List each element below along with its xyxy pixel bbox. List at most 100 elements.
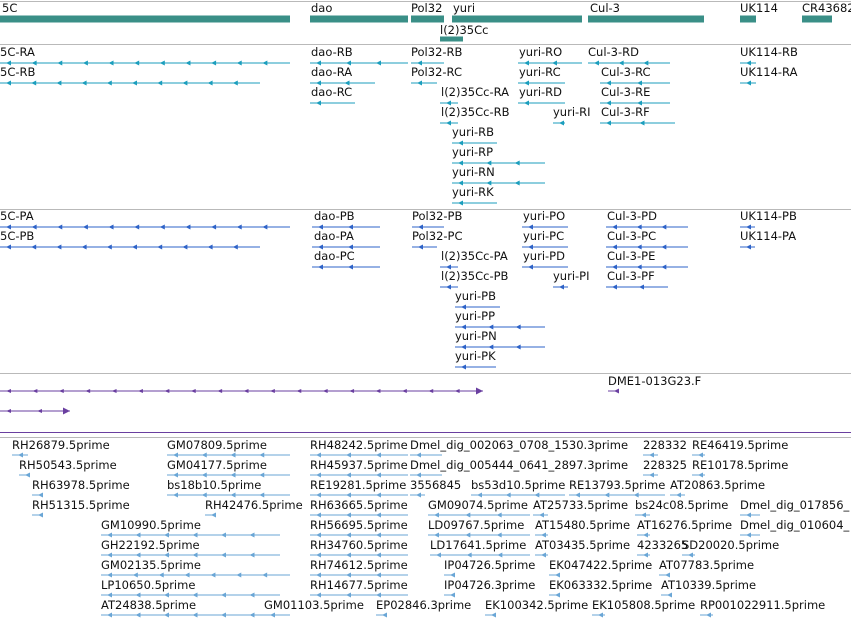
- est-feature[interactable]: RH74612.5prime: [310, 558, 408, 578]
- clone-feature[interactable]: [0, 407, 70, 415]
- est-feature[interactable]: RE13793.5prime: [569, 478, 665, 498]
- est-feature[interactable]: SD20020.5prime: [682, 538, 779, 558]
- est-feature[interactable]: 3556845: [410, 478, 461, 498]
- est-feature[interactable]: IP04726.5prime: [444, 558, 535, 578]
- mrna-feature[interactable]: yuri-RI: [553, 105, 591, 126]
- est-feature[interactable]: RH50543.5prime: [19, 458, 117, 478]
- mrna-feature[interactable]: 5C-RB: [0, 65, 260, 86]
- gene-glyph[interactable]: [310, 15, 408, 23]
- gene-glyph[interactable]: [440, 36, 463, 42]
- protein-feature[interactable]: Pol32-PC: [412, 229, 463, 250]
- mrna-feature[interactable]: dao-RC: [310, 85, 355, 106]
- mrna-feature[interactable]: yuri-RP: [452, 145, 545, 166]
- est-feature[interactable]: RH26879.5prime: [12, 438, 110, 458]
- est-feature[interactable]: bs53d10.5prime: [471, 478, 565, 498]
- gene-glyph[interactable]: [0, 15, 290, 23]
- protein-feature[interactable]: l(2)35Cc-PA: [440, 249, 508, 270]
- est-feature[interactable]: RH14677.5prime: [310, 578, 408, 598]
- gene-feature[interactable]: Pol32: [411, 1, 444, 23]
- protein-feature[interactable]: yuri-PN: [455, 329, 545, 350]
- gene-glyph[interactable]: [411, 15, 444, 23]
- est-feature[interactable]: Dmel_dig_010604_: [740, 518, 850, 538]
- mrna-feature[interactable]: Pol32-RB: [411, 45, 463, 66]
- est-feature[interactable]: GM10990.5prime: [101, 518, 280, 538]
- est-feature[interactable]: EK063332.5prime: [549, 578, 652, 598]
- gene-glyph[interactable]: [588, 15, 704, 23]
- mrna-feature[interactable]: yuri-RC: [518, 65, 565, 86]
- protein-feature[interactable]: dao-PA: [312, 229, 380, 250]
- mrna-feature[interactable]: Cul-3-RC: [600, 65, 670, 86]
- mrna-feature[interactable]: yuri-RD: [518, 85, 565, 106]
- est-feature[interactable]: RE19281.5prime: [310, 478, 408, 498]
- est-feature[interactable]: EK047422.5prime: [549, 558, 652, 578]
- gene-feature[interactable]: yuri: [452, 1, 582, 23]
- protein-feature[interactable]: yuri-PD: [522, 249, 568, 270]
- gene-feature[interactable]: l(2)35Cc: [440, 23, 488, 42]
- est-feature[interactable]: LD17641.5prime: [430, 538, 530, 558]
- protein-feature[interactable]: Cul-3-PE: [606, 249, 688, 270]
- est-feature[interactable]: AT24838.5prime: [101, 598, 280, 618]
- est-feature[interactable]: Dmel_dig_017856_: [740, 498, 850, 518]
- protein-feature[interactable]: yuri-PB: [455, 289, 500, 310]
- protein-feature[interactable]: yuri-PP: [455, 309, 545, 330]
- est-feature[interactable]: 228332: [643, 438, 687, 458]
- est-feature[interactable]: AT07783.5prime: [659, 558, 754, 578]
- est-feature[interactable]: AT20863.5prime: [670, 478, 765, 498]
- est-feature[interactable]: GM09074.5prime: [428, 498, 530, 518]
- protein-feature[interactable]: l(2)35Cc-PB: [440, 269, 509, 290]
- protein-feature[interactable]: UK114-PB: [740, 209, 797, 230]
- est-feature[interactable]: bs24c08.5prime: [635, 498, 728, 518]
- gene-glyph[interactable]: [802, 15, 832, 23]
- est-feature[interactable]: RH34760.5prime: [310, 538, 408, 558]
- est-feature[interactable]: EP02846.3prime: [376, 598, 471, 618]
- protein-feature[interactable]: yuri-PK: [455, 349, 496, 370]
- est-feature[interactable]: 228325: [643, 458, 687, 478]
- clone-feature[interactable]: DME1-013G23.F: [608, 374, 701, 394]
- mrna-feature[interactable]: yuri-RN: [452, 165, 545, 186]
- gene-feature[interactable]: dao: [310, 1, 408, 23]
- est-feature[interactable]: RH42476.5prime: [205, 498, 303, 518]
- est-feature[interactable]: AT03435.5prime: [535, 538, 630, 558]
- est-feature[interactable]: Dmel_dig_002063_0708_1530.3prime: [410, 438, 628, 458]
- protein-feature[interactable]: yuri-PO: [522, 209, 568, 230]
- gene-glyph[interactable]: [452, 15, 582, 23]
- mrna-feature[interactable]: yuri-RO: [518, 45, 582, 66]
- est-feature[interactable]: RP001022911.5prime: [700, 598, 825, 618]
- est-feature[interactable]: Dmel_dig_005444_0641_2897.3prime: [410, 458, 628, 478]
- protein-feature[interactable]: 5C-PA: [0, 209, 290, 230]
- gene-feature[interactable]: UK114: [740, 1, 778, 23]
- mrna-feature[interactable]: l(2)35Cc-RA: [440, 85, 509, 106]
- clone-feature[interactable]: [0, 387, 483, 395]
- est-feature[interactable]: RH63665.5prime: [310, 498, 408, 518]
- protein-feature[interactable]: Pol32-PB: [412, 209, 462, 230]
- protein-feature[interactable]: UK114-PA: [740, 229, 796, 250]
- est-feature[interactable]: AT15480.5prime: [535, 518, 630, 538]
- mrna-feature[interactable]: l(2)35Cc-RB: [440, 105, 510, 126]
- protein-feature[interactable]: dao-PC: [312, 249, 380, 270]
- mrna-feature[interactable]: 5C-RA: [0, 45, 290, 66]
- est-feature[interactable]: RH48242.5prime: [310, 438, 408, 458]
- est-feature[interactable]: AT10339.5prime: [661, 578, 756, 598]
- est-feature[interactable]: RH56695.5prime: [310, 518, 408, 538]
- mrna-feature[interactable]: Pol32-RC: [411, 65, 462, 86]
- est-feature[interactable]: RE10178.5prime: [692, 458, 788, 478]
- mrna-feature[interactable]: UK114-RA: [740, 65, 798, 86]
- est-feature[interactable]: GM04177.5prime: [167, 458, 290, 478]
- protein-feature[interactable]: Cul-3-PF: [606, 269, 668, 290]
- est-feature[interactable]: AT25733.5prime: [533, 498, 628, 518]
- mrna-feature[interactable]: yuri-RB: [452, 125, 497, 146]
- est-feature[interactable]: GM01103.5prime: [264, 598, 364, 618]
- est-feature[interactable]: LD09767.5prime: [428, 518, 530, 538]
- est-feature[interactable]: GM02135.5prime: [101, 558, 290, 578]
- est-feature[interactable]: RH45937.5prime: [310, 458, 408, 478]
- mrna-feature[interactable]: Cul-3-RE: [600, 85, 670, 106]
- gene-feature[interactable]: Cul-3: [588, 1, 704, 23]
- protein-feature[interactable]: Cul-3-PC: [606, 229, 688, 250]
- protein-feature[interactable]: 5C-PB: [0, 229, 260, 250]
- gene-feature[interactable]: CR43682: [802, 1, 851, 23]
- protein-feature[interactable]: yuri-PC: [522, 229, 568, 250]
- est-feature[interactable]: LP10650.5prime: [101, 578, 280, 598]
- est-feature[interactable]: EK100342.5prime: [485, 598, 588, 618]
- est-feature[interactable]: IP04726.3prime: [444, 578, 535, 598]
- protein-feature[interactable]: yuri-PI: [553, 269, 590, 290]
